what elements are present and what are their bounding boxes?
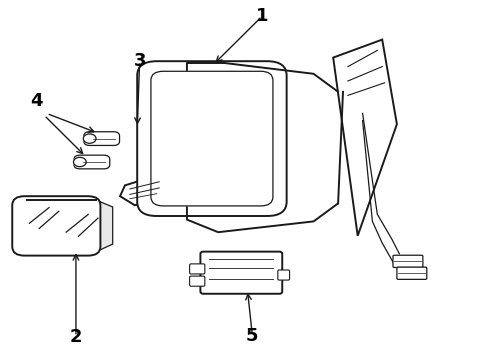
FancyBboxPatch shape xyxy=(12,196,100,256)
FancyBboxPatch shape xyxy=(278,270,290,280)
Text: 3: 3 xyxy=(133,52,146,70)
Text: 5: 5 xyxy=(246,327,259,345)
FancyBboxPatch shape xyxy=(137,61,287,216)
FancyBboxPatch shape xyxy=(200,252,282,294)
Circle shape xyxy=(83,134,96,143)
Text: 2: 2 xyxy=(70,328,82,346)
FancyBboxPatch shape xyxy=(190,276,205,286)
Text: 1: 1 xyxy=(256,7,269,25)
Polygon shape xyxy=(120,175,169,205)
FancyBboxPatch shape xyxy=(190,264,205,274)
FancyBboxPatch shape xyxy=(74,155,110,169)
Polygon shape xyxy=(96,200,113,252)
Polygon shape xyxy=(333,40,397,236)
Circle shape xyxy=(74,157,86,167)
FancyBboxPatch shape xyxy=(397,267,427,279)
FancyBboxPatch shape xyxy=(84,132,120,145)
Text: 4: 4 xyxy=(30,92,43,110)
FancyBboxPatch shape xyxy=(393,255,423,267)
